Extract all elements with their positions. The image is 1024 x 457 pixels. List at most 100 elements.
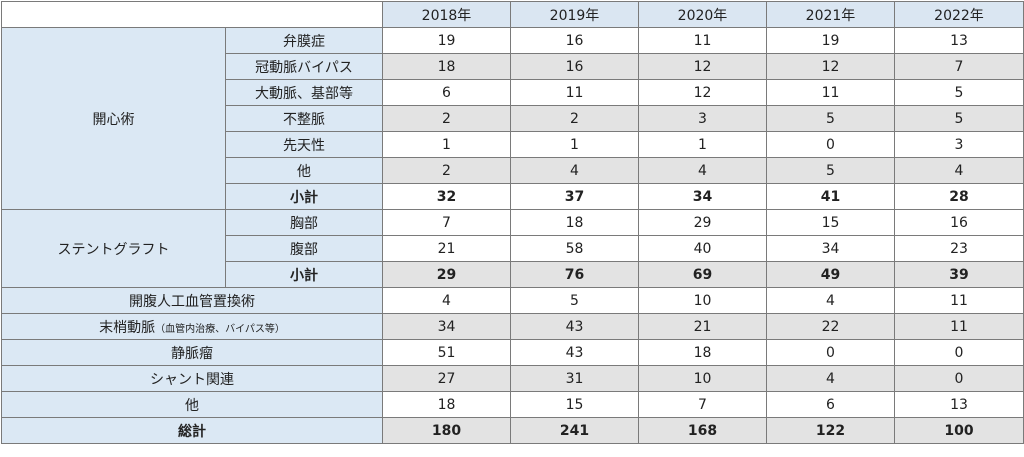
value-cell: 0 <box>766 339 895 366</box>
value-cell: 5 <box>766 157 895 184</box>
year-header-2018: 2018年 <box>382 1 511 28</box>
value-cell: 21 <box>638 313 767 340</box>
value-cell: 0 <box>766 131 895 158</box>
subtotal-value: 41 <box>766 183 895 210</box>
category-open-heart: 開心術 <box>1 27 226 210</box>
value-cell: 7 <box>382 209 511 236</box>
year-header-2022: 2022年 <box>894 1 1024 28</box>
value-cell: 16 <box>894 209 1024 236</box>
subtotal-row: 小計 29 76 69 49 39 <box>2 261 1024 288</box>
category-label: 末梢動脈 <box>99 319 156 336</box>
value-cell: 19 <box>766 27 895 54</box>
value-cell: 6 <box>766 391 895 418</box>
subtotal-label: 小計 <box>225 261 383 288</box>
value-cell: 1 <box>510 131 639 158</box>
total-value: 168 <box>638 417 767 444</box>
value-cell: 10 <box>638 365 767 392</box>
table-row: 冠動脈バイパス 18 16 12 12 7 <box>2 53 1024 80</box>
value-cell: 7 <box>638 391 767 418</box>
value-cell: 58 <box>510 235 639 262</box>
value-cell: 11 <box>894 313 1024 340</box>
value-cell: 4 <box>510 157 639 184</box>
value-cell: 4 <box>766 287 895 314</box>
total-value: 180 <box>382 417 511 444</box>
value-cell: 15 <box>510 391 639 418</box>
total-row: 総計 180 241 168 122 100 <box>1 417 1024 444</box>
value-cell: 18 <box>638 339 767 366</box>
value-cell: 18 <box>382 53 511 80</box>
value-cell: 4 <box>766 365 895 392</box>
table-row: シャント関連 27 31 10 4 0 <box>1 365 1024 392</box>
header-corner-cell <box>1 1 383 28</box>
row-label: 不整脈 <box>225 105 383 132</box>
category-other: 他 <box>1 391 383 418</box>
table-row: 開心術 弁膜症 19 16 11 19 13 <box>1 27 1024 210</box>
value-cell: 18 <box>510 209 639 236</box>
subtotal-value: 49 <box>766 261 895 288</box>
value-cell: 11 <box>766 79 895 106</box>
value-cell: 43 <box>510 313 639 340</box>
table-row: 他 18 15 7 6 13 <box>1 391 1024 418</box>
value-cell: 3 <box>894 131 1024 158</box>
value-cell: 2 <box>382 105 511 132</box>
subtotal-value: 76 <box>510 261 639 288</box>
category-open-abdominal-graft: 開腹人工血管置換術 <box>1 287 383 314</box>
total-label: 総計 <box>1 417 383 444</box>
value-cell: 18 <box>382 391 511 418</box>
row-label: 胸部 <box>225 209 383 236</box>
value-cell: 11 <box>894 287 1024 314</box>
table-row: 他 2 4 4 5 4 <box>2 157 1024 184</box>
category-note: （血管内治療、バイパス等） <box>155 323 285 335</box>
total-value: 100 <box>894 417 1024 444</box>
value-cell: 15 <box>766 209 895 236</box>
category-shunt: シャント関連 <box>1 365 383 392</box>
subtotal-value: 39 <box>894 261 1024 288</box>
value-cell: 0 <box>894 339 1024 366</box>
header-row: 2018年 2019年 2020年 2021年 2022年 <box>1 1 1024 28</box>
value-cell: 5 <box>894 105 1024 132</box>
row-label: 弁膜症 <box>225 27 383 54</box>
value-cell: 12 <box>766 53 895 80</box>
table-row: 静脈瘤 51 43 18 0 0 <box>1 339 1024 366</box>
subtotal-label: 小計 <box>225 183 383 210</box>
category-peripheral-artery: 末梢動脈（血管内治療、バイパス等） <box>1 313 383 340</box>
category-stent-graft: ステントグラフト <box>1 209 226 288</box>
value-cell: 16 <box>510 53 639 80</box>
value-cell: 0 <box>894 365 1024 392</box>
row-label: 先天性 <box>225 131 383 158</box>
value-cell: 13 <box>894 391 1024 418</box>
value-cell: 34 <box>766 235 895 262</box>
value-cell: 4 <box>382 287 511 314</box>
table-row: 大動脈、基部等 6 11 12 11 5 <box>2 79 1024 106</box>
value-cell: 3 <box>638 105 767 132</box>
value-cell: 12 <box>638 79 767 106</box>
value-cell: 40 <box>638 235 767 262</box>
value-cell: 29 <box>638 209 767 236</box>
subtotal-value: 28 <box>894 183 1024 210</box>
subtotal-row: 小計 32 37 34 41 28 <box>2 183 1024 210</box>
value-cell: 11 <box>638 27 767 54</box>
row-label: 他 <box>225 157 383 184</box>
table-row: 開腹人工血管置換術 4 5 10 4 11 <box>1 287 1024 314</box>
value-cell: 6 <box>382 79 511 106</box>
subtotal-value: 29 <box>382 261 511 288</box>
subtotal-value: 69 <box>638 261 767 288</box>
table-row: 末梢動脈（血管内治療、バイパス等） 34 43 21 22 11 <box>1 313 1024 340</box>
table-row: 先天性 1 1 1 0 3 <box>2 131 1024 158</box>
value-cell: 34 <box>382 313 511 340</box>
total-value: 241 <box>510 417 639 444</box>
table-row: 腹部 21 58 40 34 23 <box>2 235 1024 262</box>
year-header-2019: 2019年 <box>510 1 639 28</box>
value-cell: 13 <box>894 27 1024 54</box>
value-cell: 4 <box>638 157 767 184</box>
value-cell: 10 <box>638 287 767 314</box>
value-cell: 11 <box>510 79 639 106</box>
value-cell: 22 <box>766 313 895 340</box>
value-cell: 21 <box>382 235 511 262</box>
value-cell: 2 <box>510 105 639 132</box>
year-header-2021: 2021年 <box>766 1 895 28</box>
value-cell: 23 <box>894 235 1024 262</box>
value-cell: 31 <box>510 365 639 392</box>
table-row: ステントグラフト 胸部 7 18 29 15 16 <box>1 209 1024 288</box>
surgery-statistics-table: 2018年 2019年 2020年 2021年 2022年 開心術 弁膜症 19… <box>1 1 1024 444</box>
